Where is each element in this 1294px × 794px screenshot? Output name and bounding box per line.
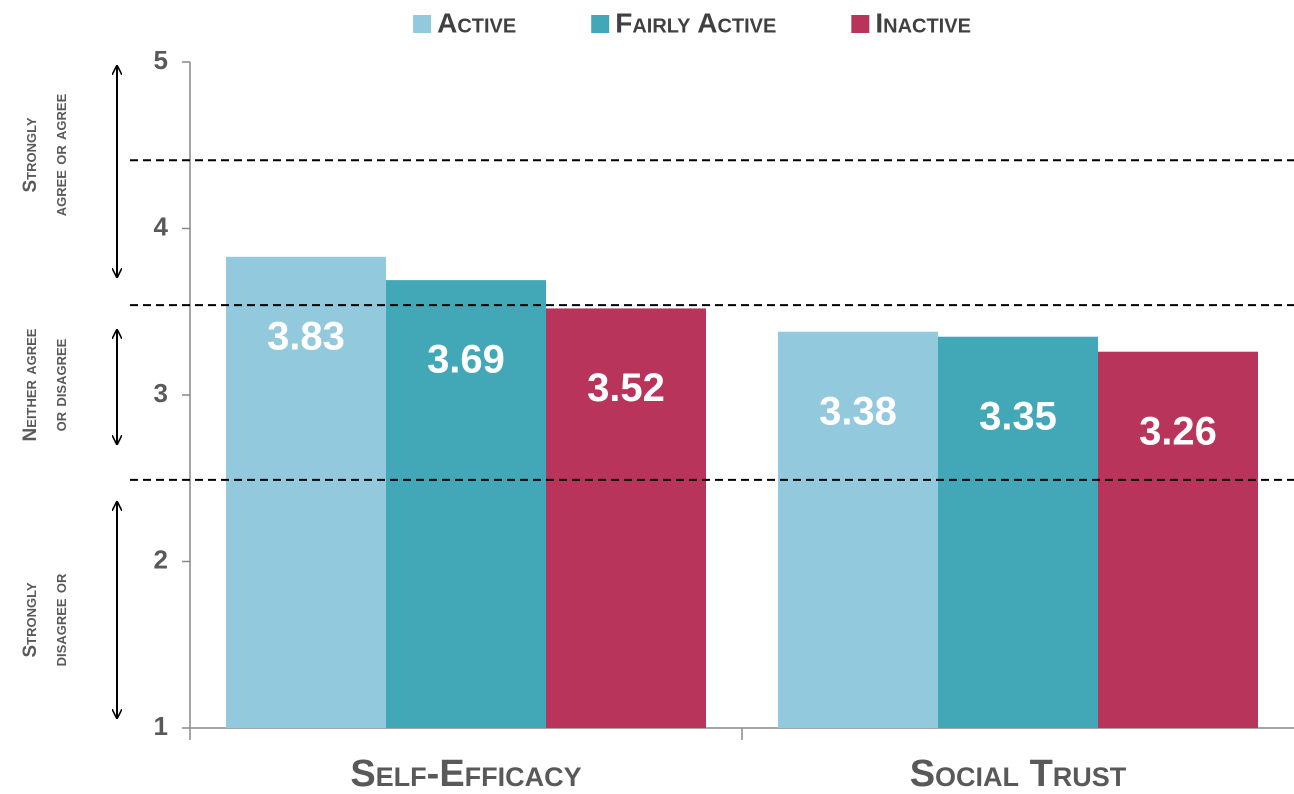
side-annotation: Strongly agree or agree	[20, 93, 71, 216]
value-label: 3.26	[1139, 409, 1217, 453]
bar	[938, 336, 1098, 728]
y-tick-label: 2	[154, 544, 168, 574]
legend-label: Inactive	[875, 7, 971, 38]
y-tick-label: 5	[154, 45, 168, 75]
legend-swatch	[851, 15, 870, 33]
bar	[386, 280, 546, 728]
y-tick-label: 4	[154, 211, 169, 241]
y-tick-label: 3	[154, 378, 168, 408]
value-label: 3.69	[427, 338, 505, 382]
bar	[1098, 351, 1258, 728]
legend-swatch	[413, 15, 432, 33]
legend-label: Fairly Active	[615, 7, 776, 38]
bar	[546, 308, 706, 728]
legend: Active Fairly Active Inactive	[413, 7, 971, 38]
side-annotation-line: Strongly	[20, 117, 41, 192]
side-annotation-line: agree or agree	[50, 93, 71, 216]
side-annotation-line: Strongly	[20, 582, 41, 657]
x-tick-label: Self-Efficacy	[350, 753, 581, 794]
side-annotation-line: or disagree	[50, 338, 71, 431]
bar	[226, 256, 386, 728]
side-annotation: Strongly disagree or	[20, 573, 71, 666]
side-annotation: Neither agree or disagree	[20, 328, 71, 441]
value-label: 3.83	[267, 314, 345, 358]
side-annotation-line: Neither agree	[20, 328, 41, 441]
value-label: 3.38	[819, 389, 897, 433]
x-tick-label: Social Trust	[910, 753, 1127, 794]
value-label: 3.52	[587, 366, 665, 410]
bar	[778, 331, 938, 728]
value-label: 3.35	[979, 394, 1057, 438]
y-tick-label: 1	[154, 711, 168, 741]
legend-label: Active	[437, 7, 516, 38]
side-annotation-line: disagree or	[50, 573, 71, 666]
legend-swatch	[591, 15, 610, 33]
